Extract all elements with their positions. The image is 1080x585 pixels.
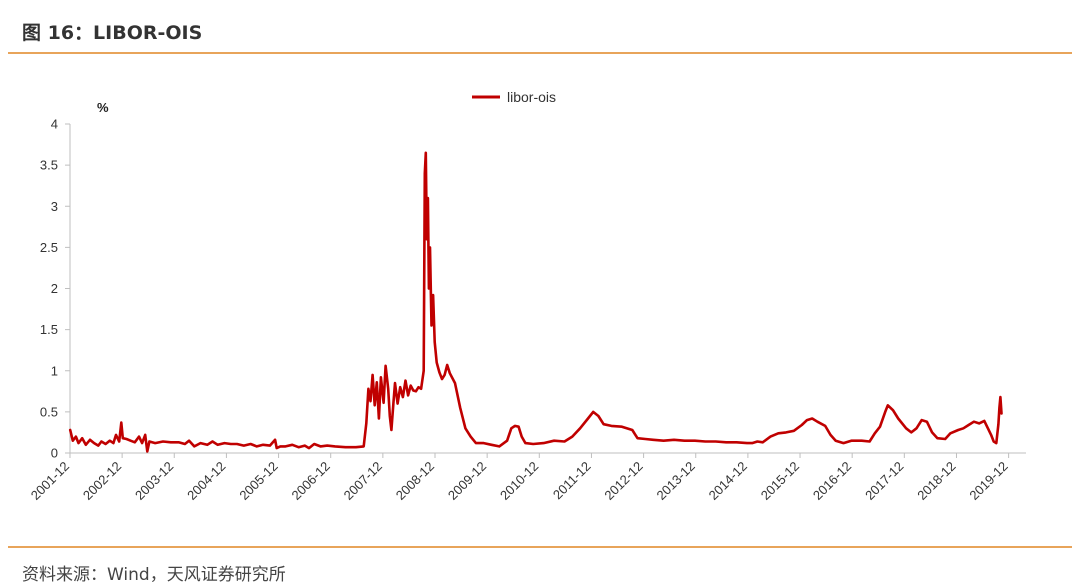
x-tick-label: 2019-12 — [966, 459, 1010, 503]
x-tick-label: 2008-12 — [393, 459, 437, 503]
x-tick-label: 2017-12 — [862, 459, 906, 503]
x-tick-label: 2015-12 — [758, 459, 802, 503]
x-tick-label: 2009-12 — [445, 459, 489, 503]
figure-title: 图 16：LIBOR-OIS — [22, 22, 203, 44]
legend-label: libor-ois — [507, 89, 556, 105]
x-tick-label: 2011-12 — [550, 459, 594, 503]
footer-divider — [8, 546, 1072, 548]
x-tick-label: 2003-12 — [132, 459, 176, 503]
y-tick-label: 1.5 — [40, 322, 58, 337]
legend: libor-ois — [472, 89, 556, 105]
y-tick-label: 1 — [51, 363, 58, 378]
x-tick-label: 2010-12 — [497, 459, 541, 503]
series-line-libor-ois — [68, 151, 1003, 453]
y-axis: 0 0.5 1 1.5 2 2.5 3 3.5 4% — [40, 100, 109, 461]
line-chart: 0 0.5 1 1.5 2 2.5 3 3.5 4% 2001-12 2002-12 2003-12… — [28, 89, 1026, 503]
y-tick-label: 0 — [51, 446, 58, 461]
y-tick-label: 4 — [51, 117, 58, 132]
header-divider — [8, 52, 1072, 54]
y-unit-label: % — [97, 100, 109, 115]
y-tick-label: 2.5 — [40, 240, 58, 255]
series-layer — [68, 151, 1003, 453]
x-tick-label: 2001-12 — [28, 459, 72, 503]
y-tick-label: 3 — [51, 199, 58, 214]
x-tick-label: 2018-12 — [914, 459, 958, 503]
x-tick-label: 2006-12 — [288, 459, 332, 503]
x-tick-label: 2016-12 — [810, 459, 854, 503]
x-tick-label: 2013-12 — [654, 459, 698, 503]
x-tick-label: 2004-12 — [184, 459, 228, 503]
y-tick-label: 3.5 — [40, 158, 58, 173]
source-note: 资料来源：Wind，天风证券研究所 — [22, 565, 286, 585]
y-tick-label: 0.5 — [40, 404, 58, 419]
x-tick-label: 2005-12 — [236, 459, 280, 503]
x-tick-label: 2014-12 — [706, 459, 750, 503]
x-axis: 2001-12 2002-12 2003-12 2004-12 2005-12 2006-… — [28, 452, 1026, 503]
x-tick-label: 2007-12 — [341, 459, 385, 503]
x-tick-label: 2002-12 — [80, 459, 124, 503]
y-tick-label: 2 — [51, 281, 58, 296]
x-tick-label: 2012-12 — [601, 459, 645, 503]
